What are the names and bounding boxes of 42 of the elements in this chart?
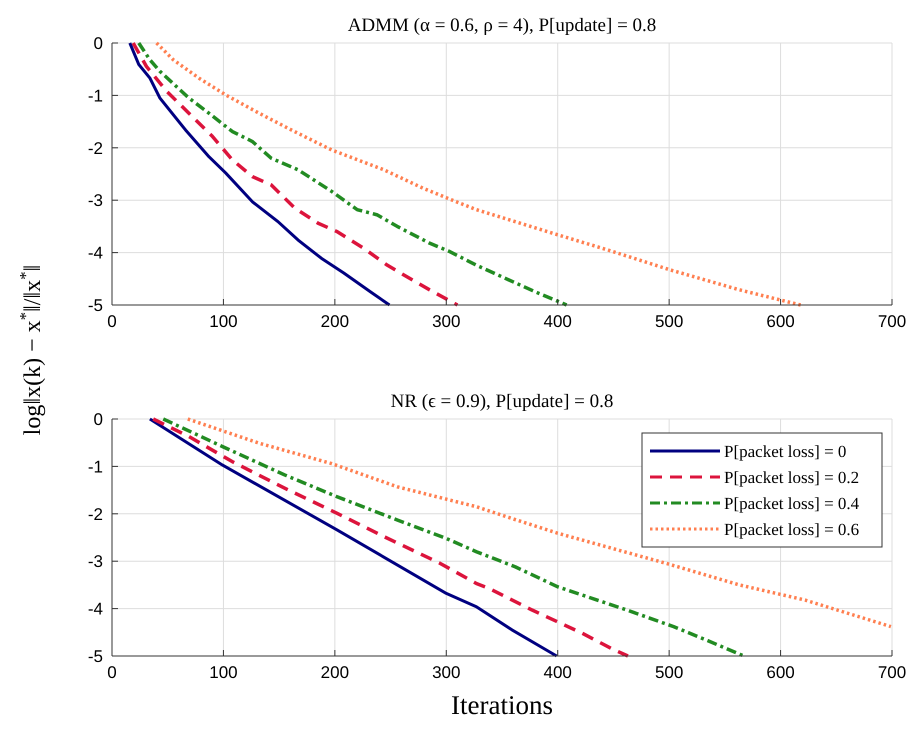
y-tick-label: -1 (88, 86, 103, 106)
x-tick-label: 500 (654, 312, 684, 331)
y-tick-label: -2 (88, 504, 103, 524)
x-tick-label: 600 (766, 663, 795, 682)
y-tick-label: -3 (88, 552, 103, 572)
line-series (186, 417, 893, 628)
line-series (131, 41, 460, 307)
line-series (136, 41, 568, 307)
chart-title: NR (ϵ = 0.9), P[update] = 0.8 (390, 391, 614, 412)
legend-label: P[packet loss] = 0.4 (724, 494, 860, 513)
y-tick-label: -3 (88, 191, 103, 210)
line-series (148, 418, 558, 658)
y-tick-label: -5 (88, 647, 103, 666)
legend-label: P[packet loss] = 0.6 (724, 520, 860, 539)
x-tick-label: 100 (209, 663, 238, 682)
x-tick-label: 500 (654, 663, 684, 682)
line-series (128, 42, 391, 306)
y-tick-label: -4 (88, 600, 103, 619)
x-tick-label: 400 (544, 663, 572, 682)
x-tick-label: 700 (878, 663, 906, 682)
y-tick-label: -1 (88, 457, 103, 476)
line-series (154, 41, 802, 307)
x-tick-label: 600 (766, 312, 795, 331)
x-tick-label: 100 (209, 312, 238, 331)
x-tick-label: 200 (320, 312, 350, 331)
x-tick-label: 300 (432, 663, 460, 682)
y-tick-label: 0 (94, 34, 103, 53)
x-tick-label: 0 (107, 312, 117, 331)
legend-label: P[packet loss] = 0 (724, 442, 846, 461)
y-tick-label: -2 (88, 138, 103, 158)
x-tick-label: 300 (432, 312, 460, 331)
chart-title: ADMM (α = 0.6, ρ = 4), P[update] = 0.8 (348, 15, 656, 36)
x-tick-label: 200 (320, 663, 350, 682)
x-tick-label: 0 (107, 663, 117, 682)
x-tick-label: 400 (544, 312, 572, 331)
legend-label: P[packet loss] = 0.2 (724, 468, 860, 487)
y-tick-label: -5 (88, 296, 103, 315)
line-series (151, 417, 630, 658)
y-tick-label: -4 (88, 244, 103, 263)
y-tick-label: 0 (94, 410, 103, 429)
x-axis-title: Iterations (451, 690, 553, 720)
x-tick-label: 700 (878, 312, 906, 331)
